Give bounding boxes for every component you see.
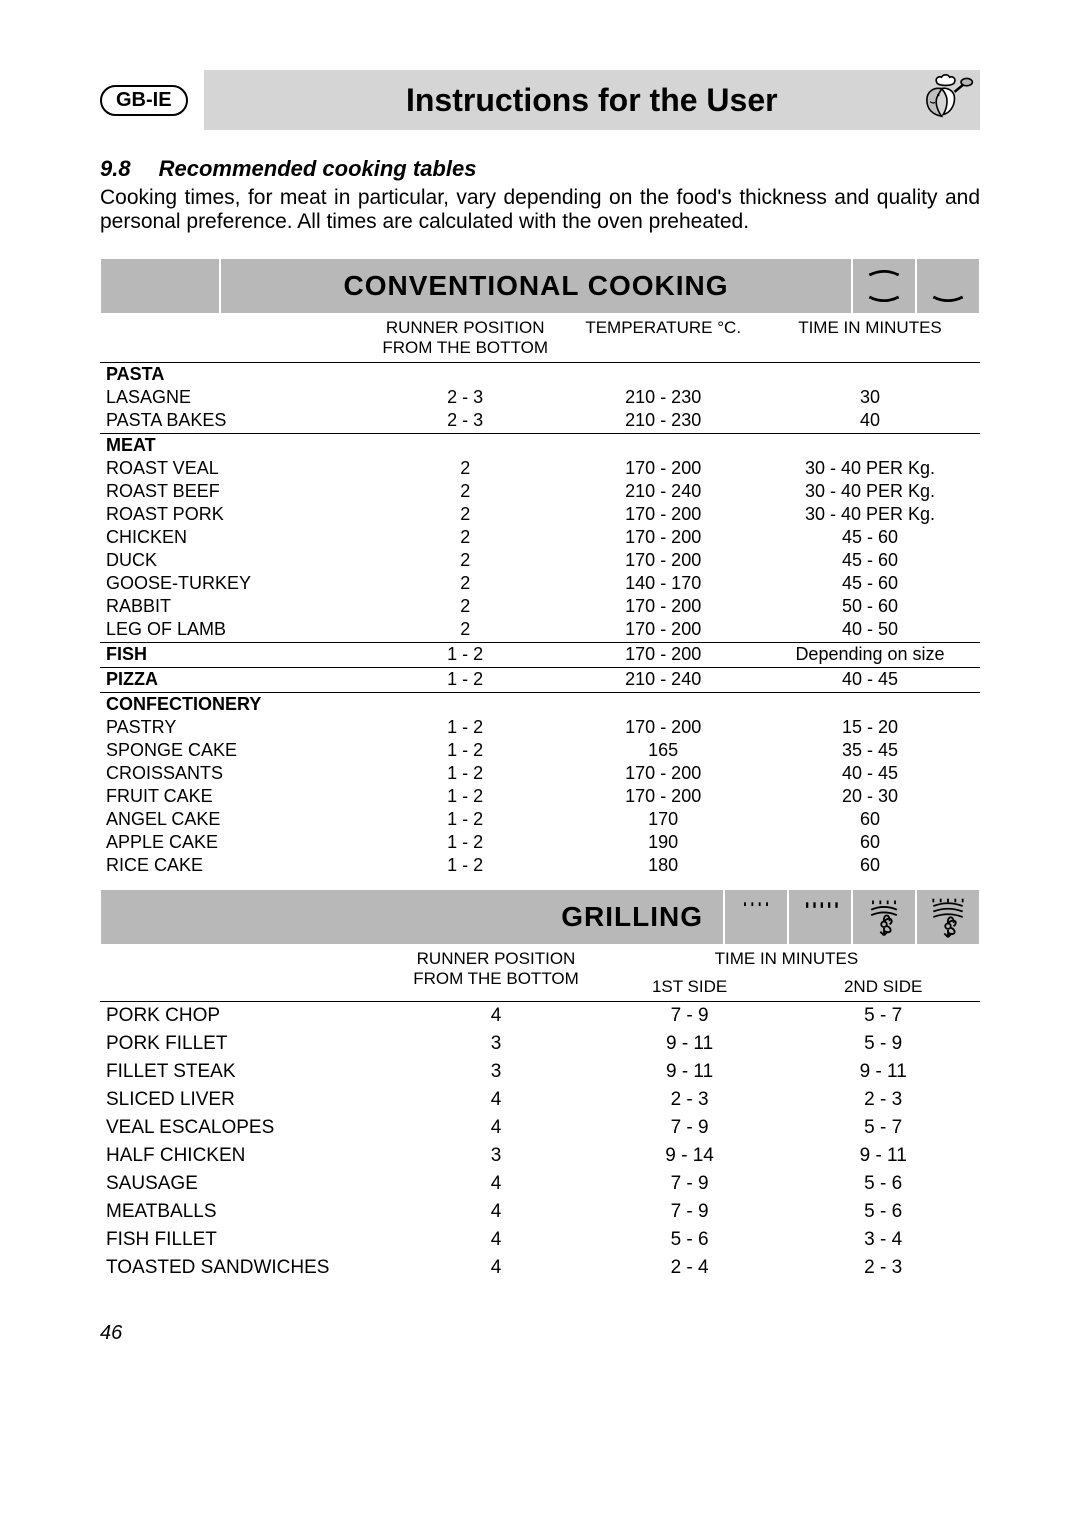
- banner-bar: Instructions for the User: [204, 70, 980, 130]
- category-label: CONFECTIONERY: [100, 693, 364, 717]
- conventional-title: CONVENTIONAL COOKING: [220, 258, 852, 314]
- table-row: RICE CAKE1 - 218060: [100, 854, 980, 877]
- grilling-section: GRILLING: [100, 889, 980, 1282]
- category-label: PASTA: [100, 363, 364, 387]
- subtitle-number: 9.8: [100, 156, 131, 182]
- col-runner: RUNNER POSITION FROM THE BOTTOM: [399, 945, 593, 1002]
- grilling-table: RUNNER POSITION FROM THE BOTTOM TIME IN …: [100, 945, 980, 1282]
- table-row: FRUIT CAKE1 - 2170 - 20020 - 30: [100, 785, 980, 808]
- oven-bottom-icon: [916, 258, 980, 314]
- grilling-header-bar: GRILLING: [100, 889, 980, 945]
- table-row: FISH FILLET45 - 63 - 4: [100, 1226, 980, 1254]
- table-row: SPONGE CAKE1 - 216535 - 45: [100, 739, 980, 762]
- country-tag: GB-IE: [100, 85, 188, 116]
- fan-grill-heat-icon: [916, 889, 980, 945]
- col-time: TIME IN MINUTES: [760, 314, 980, 363]
- table-row: CHICKEN2170 - 20045 - 60: [100, 526, 980, 549]
- table-row: PIZZA1 - 2210 - 24040 - 45: [100, 668, 980, 693]
- table-row: PASTRY1 - 2170 - 20015 - 20: [100, 716, 980, 739]
- table-row: CROISSANTS1 - 2170 - 20040 - 45: [100, 762, 980, 785]
- table-row: SLICED LIVER42 - 32 - 3: [100, 1086, 980, 1114]
- conventional-section: CONVENTIONAL COOKING RUNNER POSITION FRO…: [100, 258, 980, 877]
- table-row: PORK FILLET39 - 115 - 9: [100, 1030, 980, 1058]
- grill-small-icon: [724, 889, 788, 945]
- conventional-table: RUNNER POSITION FROM THE BOTTOM TEMPERAT…: [100, 314, 980, 877]
- subtitle-text: Recommended cooking tables: [159, 156, 477, 182]
- col-side1: 1ST SIDE: [593, 973, 787, 1002]
- table-row: FISH1 - 2170 - 200Depending on size: [100, 643, 980, 668]
- table-row: ROAST BEEF2210 - 24030 - 40 PER Kg.: [100, 480, 980, 503]
- col-time: TIME IN MINUTES: [593, 945, 980, 973]
- table-row: APPLE CAKE1 - 219060: [100, 831, 980, 854]
- banner-title: Instructions for the User: [406, 82, 778, 119]
- table-row: PORK CHOP47 - 95 - 7: [100, 1002, 980, 1031]
- col-side2: 2ND SIDE: [786, 973, 980, 1002]
- table-row: LEG OF LAMB2170 - 20040 - 50: [100, 618, 980, 643]
- fan-grill-icon: [852, 889, 916, 945]
- category-label: MEAT: [100, 434, 364, 458]
- table-row: PASTA BAKES2 - 3210 - 23040: [100, 409, 980, 434]
- grill-large-icon: [788, 889, 852, 945]
- table-row: SAUSAGE47 - 95 - 6: [100, 1170, 980, 1198]
- table-row: TOASTED SANDWICHES42 - 42 - 3: [100, 1254, 980, 1282]
- table-row: ROAST PORK2170 - 20030 - 40 PER Kg.: [100, 503, 980, 526]
- conventional-header-bar: CONVENTIONAL COOKING: [100, 258, 980, 314]
- grilling-title: GRILLING: [100, 889, 724, 945]
- table-row: ROAST VEAL2170 - 20030 - 40 PER Kg.: [100, 457, 980, 480]
- page-number: 46: [100, 1322, 980, 1345]
- table-row: DUCK2170 - 20045 - 60: [100, 549, 980, 572]
- table-row: ANGEL CAKE1 - 217060: [100, 808, 980, 831]
- table-row: GOOSE-TURKEY2140 - 17045 - 60: [100, 572, 980, 595]
- page-banner: GB-IE Instructions for the User: [100, 70, 980, 130]
- col-temp: TEMPERATURE °C.: [566, 314, 760, 363]
- table-row: HALF CHICKEN39 - 149 - 11: [100, 1142, 980, 1170]
- table-row: RABBIT2170 - 20050 - 60: [100, 595, 980, 618]
- chef-icon: [922, 74, 974, 126]
- table-row: LASAGNE2 - 3210 - 23030: [100, 386, 980, 409]
- oven-top-bottom-icon: [852, 258, 916, 314]
- table-row: MEATBALLS47 - 95 - 6: [100, 1198, 980, 1226]
- col-runner: RUNNER POSITION FROM THE BOTTOM: [364, 314, 566, 363]
- intro-paragraph: Cooking times, for meat in particular, v…: [100, 186, 980, 234]
- table-row: VEAL ESCALOPES47 - 95 - 7: [100, 1114, 980, 1142]
- section-subtitle: 9.8 Recommended cooking tables: [100, 156, 980, 182]
- table-row: FILLET STEAK39 - 119 - 11: [100, 1058, 980, 1086]
